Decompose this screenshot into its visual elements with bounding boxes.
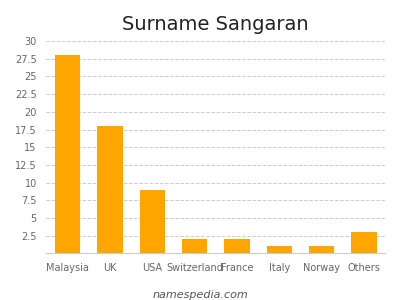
Bar xyxy=(224,239,250,253)
Bar xyxy=(97,126,123,253)
Bar xyxy=(351,232,376,253)
Bar xyxy=(266,246,292,253)
Bar xyxy=(55,55,80,253)
Title: Surname Sangaran: Surname Sangaran xyxy=(122,15,309,34)
Bar xyxy=(182,239,207,253)
Bar xyxy=(140,190,165,253)
Text: namespedia.com: namespedia.com xyxy=(152,290,248,300)
Bar xyxy=(309,246,334,253)
